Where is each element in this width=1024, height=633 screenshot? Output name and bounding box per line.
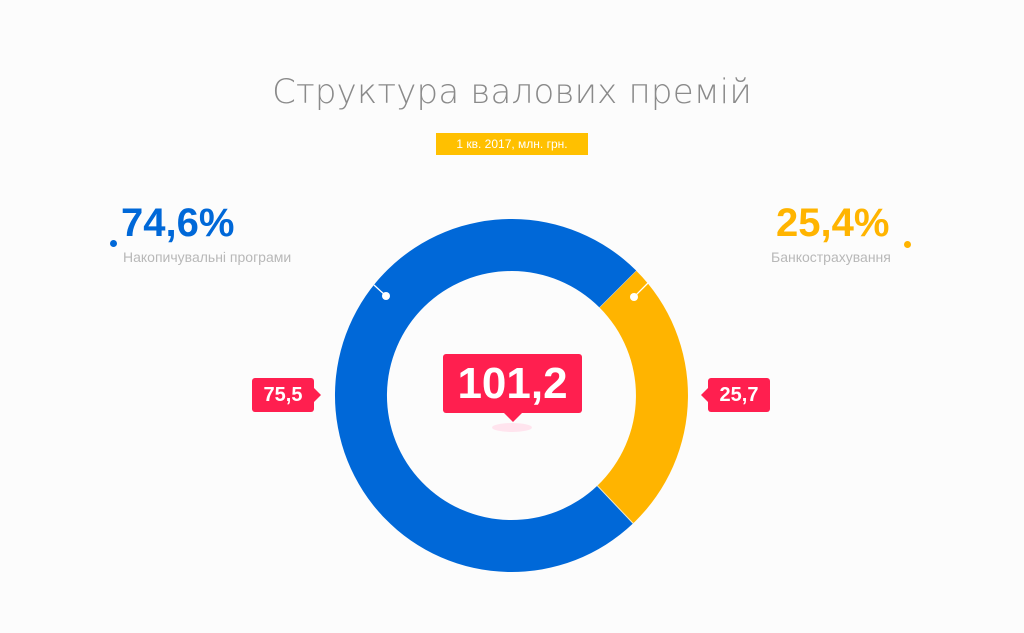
segment-savings-programs[interactable] [334, 218, 637, 572]
yellow-value-tag: 25,7 [701, 378, 770, 412]
blue-category-label: Накопичувальні програми [123, 249, 292, 265]
blue-value-tag: 75,5 [252, 378, 321, 412]
yellow-percent: 25,4% [776, 201, 890, 245]
total-value-tag: 101,2 [443, 354, 582, 422]
yellow-pointer-icon [630, 282, 649, 301]
yellow-marker-dot [904, 241, 911, 248]
period-badge: 1 кв. 2017, млн. грн. [436, 133, 588, 155]
blue-pointer-icon [373, 284, 390, 300]
total-tag-shadow [492, 423, 532, 432]
blue-marker-dot [110, 240, 117, 247]
chart-title: Структура валових премій [272, 72, 752, 112]
yellow-category-label: Банкострахування [771, 249, 891, 265]
segment-bankinsurance[interactable] [597, 270, 688, 524]
blue-percent: 74,6% [121, 201, 235, 245]
